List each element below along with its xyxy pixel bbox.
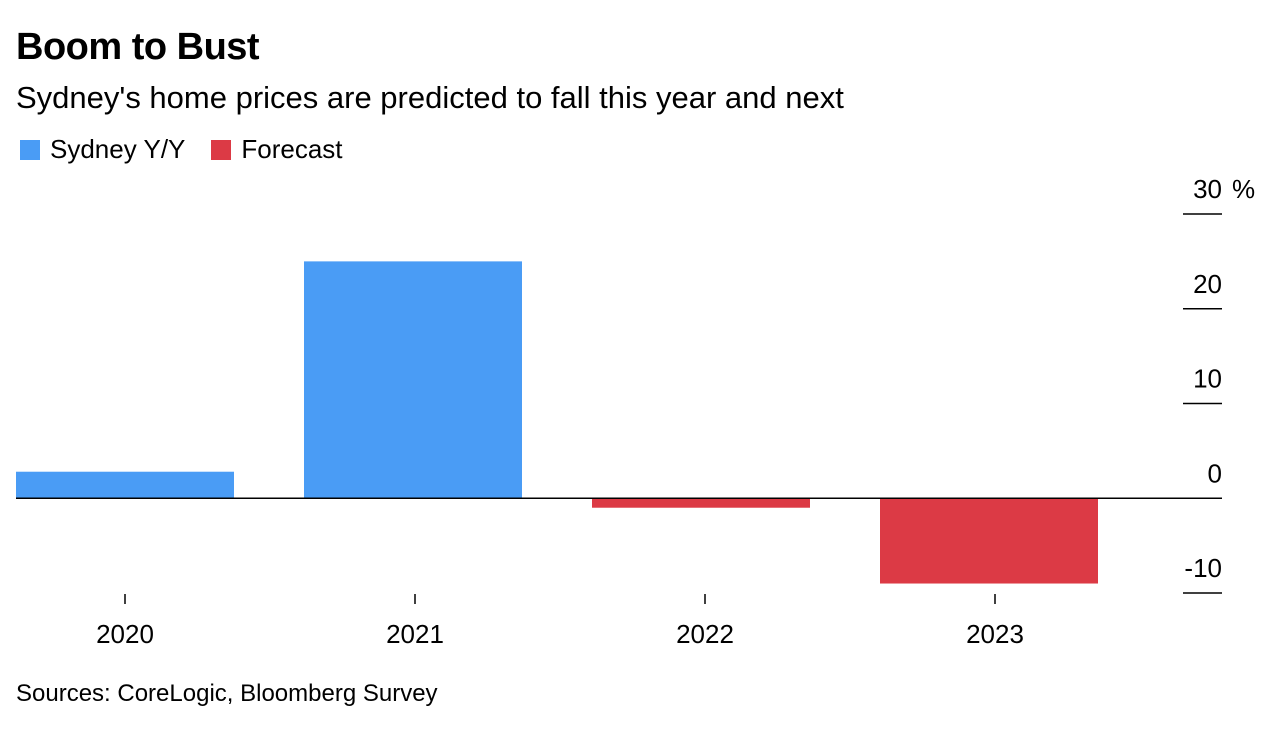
bar-2023 xyxy=(880,498,1098,584)
legend-label-forecast: Forecast xyxy=(241,134,343,164)
bar-2022 xyxy=(592,498,810,508)
y-tick-label-0: 0 xyxy=(1208,458,1222,488)
y-tick-label-10: 10 xyxy=(1193,364,1222,394)
x-tick-label-2022: 2022 xyxy=(676,619,734,649)
bar-2021 xyxy=(304,261,522,499)
bar-2020 xyxy=(16,471,234,499)
y-tick-label-30: 30 xyxy=(1193,174,1222,204)
legend: Sydney Y/Y Forecast xyxy=(20,134,369,165)
x-tick-label-2023: 2023 xyxy=(966,619,1024,649)
y-tick-label--10: -10 xyxy=(1184,553,1222,583)
legend-swatch-sydney xyxy=(20,139,40,160)
y-unit-label: % xyxy=(1232,174,1255,204)
source-note: Sources: CoreLogic, Bloomberg Survey xyxy=(16,680,438,707)
x-tick-label-2021: 2021 xyxy=(386,619,444,649)
y-tick-label-20: 20 xyxy=(1193,269,1222,299)
legend-label-sydney: Sydney Y/Y xyxy=(50,134,186,164)
legend-item-forecast: Forecast xyxy=(211,134,343,165)
x-tick-label-2020: 2020 xyxy=(96,619,154,649)
legend-item-sydney: Sydney Y/Y xyxy=(20,134,185,165)
chart-subtitle: Sydney's home prices are predicted to fa… xyxy=(16,80,844,115)
chart-title: Boom to Bust xyxy=(16,26,260,68)
legend-swatch-forecast xyxy=(211,139,232,160)
